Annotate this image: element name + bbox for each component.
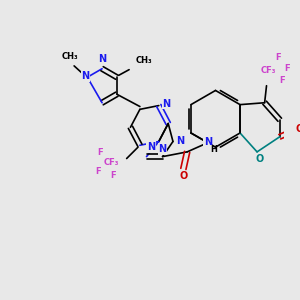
Text: H: H: [210, 146, 217, 154]
Text: O: O: [296, 124, 300, 134]
Text: F: F: [275, 53, 281, 62]
Text: N: N: [176, 136, 184, 146]
Text: CH₃: CH₃: [62, 52, 79, 61]
Text: N: N: [81, 71, 89, 81]
Text: N: N: [158, 144, 166, 154]
Text: CF₃: CF₃: [261, 66, 276, 75]
Text: F: F: [279, 76, 284, 85]
Text: N: N: [162, 99, 170, 109]
Text: N: N: [147, 142, 155, 152]
Text: N: N: [98, 54, 106, 64]
Text: F: F: [98, 148, 103, 157]
Text: F: F: [284, 64, 290, 73]
Text: CH₃: CH₃: [136, 56, 152, 65]
Text: N: N: [204, 137, 212, 147]
Text: CF₃: CF₃: [104, 158, 119, 167]
Text: F: F: [95, 167, 101, 176]
Text: O: O: [179, 172, 188, 182]
Text: F: F: [111, 171, 116, 180]
Text: O: O: [256, 154, 264, 164]
